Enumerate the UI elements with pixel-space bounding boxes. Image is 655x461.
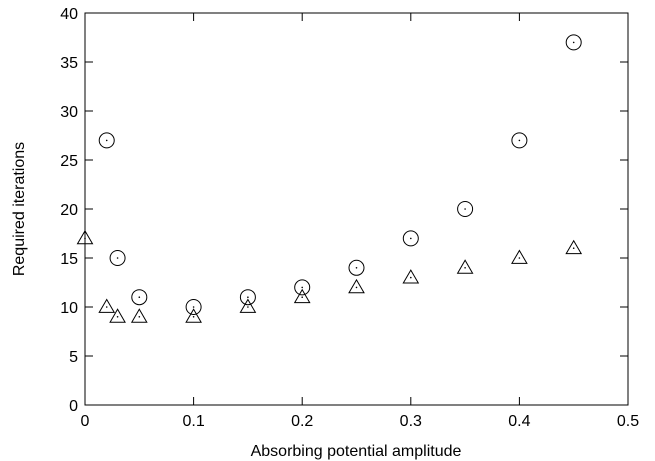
circle-point	[109, 250, 126, 266]
triangle-point	[98, 298, 116, 313]
circle-point	[565, 34, 582, 51]
y-axis-label: Required iterations	[11, 142, 28, 276]
x-axis: 0 0.1 0.2 0.3 0.4 0.5	[81, 13, 639, 430]
x-tick-label: 0.1	[182, 413, 204, 430]
triangle-point	[130, 308, 148, 323]
circle-point	[511, 132, 528, 149]
triangle-point	[402, 269, 420, 284]
y-axis: 0 5 10 15 20 25 30 35 40	[60, 6, 628, 415]
y-tick-label: 5	[69, 349, 78, 366]
triangle-point	[239, 298, 257, 313]
circle-point	[402, 230, 419, 247]
triangle-point	[185, 308, 202, 323]
circle-point	[98, 132, 115, 149]
y-tick-label: 15	[60, 251, 78, 268]
triangle-point	[293, 288, 311, 304]
circle-point	[185, 299, 202, 315]
x-tick-label: 0.2	[291, 413, 313, 430]
triangle-point	[76, 229, 94, 245]
x-tick-label: 0	[81, 413, 90, 430]
y-tick-label: 35	[60, 55, 78, 72]
x-tick-label: 0.3	[400, 413, 422, 430]
y-tick-label: 40	[60, 6, 78, 23]
data-points	[76, 34, 583, 323]
triangle-point	[511, 249, 528, 264]
circle-point	[239, 289, 256, 306]
circle-point	[457, 201, 474, 217]
triangle-point	[109, 308, 126, 323]
circle-point	[131, 289, 148, 306]
x-tick-label: 0.5	[617, 413, 639, 430]
x-tick-label: 0.4	[508, 413, 530, 430]
y-tick-label: 20	[60, 202, 78, 219]
y-tick-label: 30	[60, 104, 78, 121]
triangle-point	[456, 259, 474, 274]
y-tick-label: 25	[60, 153, 78, 170]
triangle-point	[565, 239, 583, 255]
y-tick-label: 10	[60, 300, 78, 317]
x-axis-label: Absorbing potential amplitude	[251, 443, 462, 460]
circle-point	[348, 259, 365, 276]
circle-point	[294, 279, 311, 296]
y-tick-label: 0	[69, 398, 78, 415]
plot-frame	[84, 12, 629, 406]
triangle-point	[348, 278, 365, 294]
